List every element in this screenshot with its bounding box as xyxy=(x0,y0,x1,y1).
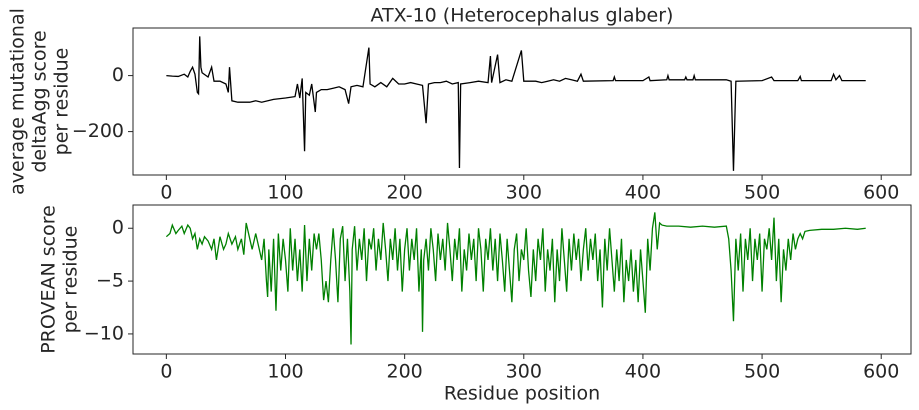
data-line xyxy=(166,36,866,171)
x-tick-label: 600 xyxy=(863,361,899,383)
y-tick-label: 0 xyxy=(112,217,124,239)
y-axis-label: per residue xyxy=(60,226,82,334)
y-tick-label: −5 xyxy=(96,270,124,292)
x-tick-label: 400 xyxy=(625,361,661,383)
y-axis-label: PROVEAN score xyxy=(38,205,60,354)
x-tick-label: 300 xyxy=(506,182,542,204)
y-axis-label: per residue xyxy=(51,48,73,156)
x-tick-label: 0 xyxy=(160,182,172,204)
x-tick-label: 600 xyxy=(863,182,899,204)
y-axis-label: deltaAgg score xyxy=(29,30,51,172)
axes-frame xyxy=(132,27,912,176)
x-tick-label: 0 xyxy=(160,361,172,383)
data-line xyxy=(165,212,866,345)
x-tick-label: 200 xyxy=(387,182,423,204)
x-tick-label: 500 xyxy=(744,182,780,204)
x-tick-label: 400 xyxy=(625,182,661,204)
x-tick-label: 500 xyxy=(744,361,780,383)
y-tick-label: −200 xyxy=(72,120,124,142)
chart-title: ATX-10 (Heterocephalus glaber) xyxy=(371,5,674,27)
y-axis-label: average mutational xyxy=(7,8,29,195)
axes-frame xyxy=(132,204,912,355)
x-tick-label: 100 xyxy=(267,182,303,204)
y-tick-label: −10 xyxy=(84,322,124,344)
x-tick-label: 200 xyxy=(387,361,423,383)
x-tick-label: 300 xyxy=(506,361,542,383)
x-axis-label: Residue position xyxy=(444,383,600,405)
x-tick-label: 100 xyxy=(267,361,303,383)
y-tick-label: 0 xyxy=(112,64,124,86)
